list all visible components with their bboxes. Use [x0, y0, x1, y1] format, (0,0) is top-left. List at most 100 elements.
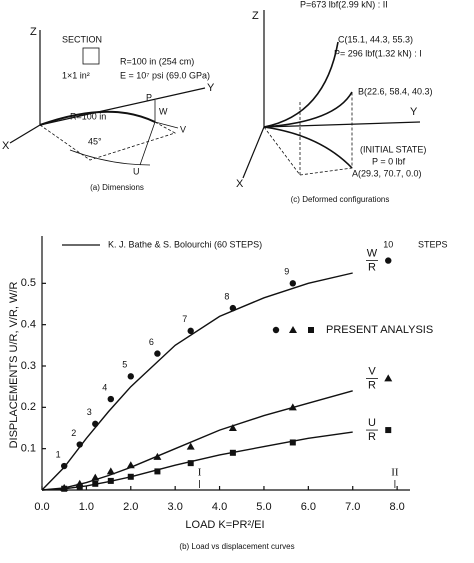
x-tick-label: 6.0 [301, 501, 316, 513]
label: SECTION [62, 34, 102, 44]
label: Z [252, 10, 259, 22]
label: C(15.1, 44.3, 55.3) [338, 34, 413, 44]
step-label: 8 [224, 292, 229, 302]
y-tick-label: 0.2 [21, 401, 36, 413]
label: X [2, 140, 10, 152]
label: X [236, 178, 244, 190]
deformed-diagram: Z Y X P=673 lbf(2.99 kN) : II C(15.1, 44… [236, 0, 433, 204]
step-label: 7 [182, 314, 187, 324]
label: P=673 lbf(2.99 kN) : II [300, 0, 388, 9]
marker [385, 257, 392, 264]
legend-label: K. J. Bathe & S. Bolourchi (60 STEPS) [108, 239, 262, 249]
marker [153, 452, 162, 460]
marker [385, 427, 392, 434]
marker [154, 350, 161, 357]
axis [39, 87, 206, 126]
y-tick-label: 0.1 [21, 443, 36, 455]
marker [127, 473, 134, 480]
caption: (c) Deformed configurations [291, 195, 390, 204]
marker [384, 374, 393, 382]
label: (INITIAL STATE) [360, 144, 426, 154]
beam [263, 91, 353, 128]
marker [126, 461, 135, 469]
axis [139, 121, 156, 166]
step-label: 3 [87, 407, 92, 417]
label: Y [207, 82, 215, 94]
caption: (a) Dimensions [90, 183, 144, 192]
series-label: V [368, 365, 376, 377]
reference-curve [41, 390, 353, 491]
guide [263, 92, 353, 176]
beam [263, 126, 353, 169]
label: R=100 in [70, 111, 106, 121]
y-tick-label: 0.5 [21, 277, 36, 289]
series-label: R [368, 431, 376, 443]
marker [92, 480, 99, 487]
marker [186, 442, 195, 450]
step-label: 4 [102, 382, 107, 392]
legend-marker [308, 327, 314, 333]
dimensions-diagram: Z Y X SECTION 1×1 in² R=100 in (254 cm) … [2, 26, 215, 192]
marker [289, 280, 297, 287]
marker [91, 473, 100, 481]
label: W [159, 106, 168, 116]
label: E = 10⁷ psi (69.0 GPa) [120, 70, 210, 80]
annotation: I [198, 467, 202, 479]
label: 45° [88, 136, 102, 146]
reference-curve [41, 431, 353, 491]
label: Z [30, 26, 37, 38]
marker [228, 424, 237, 431]
legend-marker [289, 326, 297, 333]
y-tick-label: 0.4 [21, 319, 36, 331]
x-tick-label: 4.0 [212, 501, 227, 513]
series-label: R [368, 379, 376, 391]
reference-curve [41, 272, 353, 491]
label: P [146, 92, 152, 102]
x-tick-label: 0.0 [34, 501, 49, 513]
beam [263, 41, 339, 128]
marker [107, 395, 115, 403]
x-tick-label: 8.0 [389, 501, 404, 513]
label: 1×1 in² [62, 70, 90, 80]
guide [39, 121, 177, 161]
marker [288, 403, 297, 411]
axis [242, 126, 265, 179]
marker [187, 327, 194, 335]
step-label: 2 [71, 428, 76, 438]
y-tick-label: 0.3 [21, 360, 36, 372]
step-label: 10 [383, 239, 393, 249]
marker [229, 449, 236, 456]
step-label: 5 [122, 360, 127, 370]
marker [92, 420, 99, 428]
y-axis-label: DISPLACEMENTS U/R, V/R, W/R [8, 282, 20, 449]
legend-marker [272, 326, 280, 334]
marker [289, 439, 296, 446]
step-label: 1 [56, 449, 61, 459]
x-tick-label: 2.0 [123, 501, 138, 513]
label: P = 0 lbf [372, 156, 406, 166]
caption: (b) Load vs displacement curves [179, 542, 294, 551]
legend-label: STEPS [418, 239, 448, 249]
marker [107, 477, 114, 484]
axis [154, 121, 179, 129]
marker [127, 373, 134, 380]
label: Y [410, 106, 418, 118]
angle-arc [69, 149, 151, 166]
marker [154, 468, 161, 475]
x-tick-label: 3.0 [168, 501, 183, 513]
axis [9, 124, 41, 144]
marker [76, 483, 83, 490]
section-box [82, 47, 100, 65]
x-tick-label: 1.0 [79, 501, 94, 513]
label: A(29.3, 70.7, 0.0) [352, 168, 422, 178]
marker [106, 467, 115, 475]
legend-label: PRESENT ANALYSIS [326, 324, 433, 336]
annotation: II [391, 467, 399, 479]
axis [263, 121, 421, 128]
x-tick-label: 5.0 [256, 501, 271, 513]
series-label: W [367, 248, 378, 260]
x-tick-label: 7.0 [345, 501, 360, 513]
step-label: 9 [284, 267, 289, 277]
series-label: R [368, 262, 376, 274]
